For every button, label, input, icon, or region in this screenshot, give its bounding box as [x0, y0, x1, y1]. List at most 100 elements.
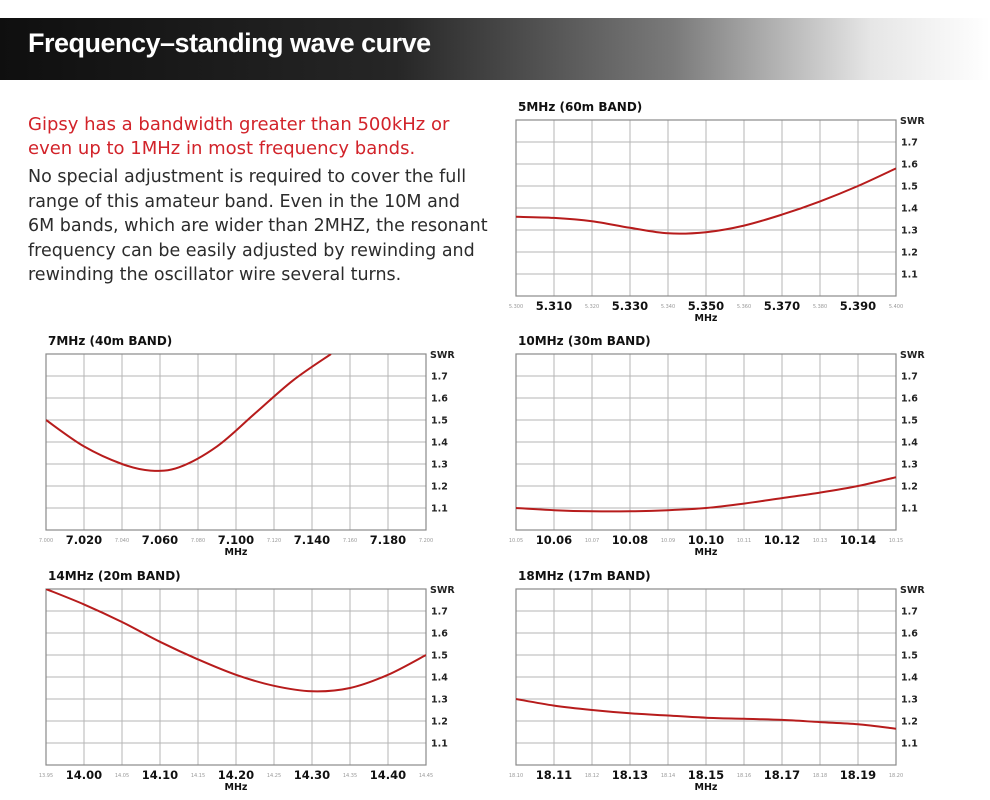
x-tick-label-minor: 10.09 [661, 538, 675, 544]
x-tick-label-major: 7.060 [142, 533, 178, 547]
y-tick-label: 1.4 [431, 673, 448, 684]
x-axis-label: MHz [225, 782, 248, 793]
x-tick-label-major: 10.08 [612, 533, 648, 547]
x-tick-label-major: 5.330 [612, 299, 648, 313]
y-tick-label: 1.1 [431, 739, 448, 750]
chart-title: 10MHz (30m BAND) [518, 334, 651, 348]
swr-chart-7mhz: 7MHz (40m BAND) SWR 1.7 1.6 1.5 1.4 1.3 1.2 1.1 7… [39, 334, 455, 558]
swr-chart-14mhz: 14MHz (20m BAND) SWR 1.7 1.6 1.5 1.4 1.3 1.2 1.1… [39, 569, 455, 793]
y-tick-label: 1.1 [901, 270, 918, 281]
x-tick-label-major: 5.350 [688, 299, 724, 313]
x-tick-label-minor: 18.14 [661, 773, 675, 779]
y-axis-label: SWR [900, 116, 925, 127]
y-tick-label: 1.2 [901, 717, 918, 728]
x-tick-label-minor: 5.380 [813, 304, 827, 310]
x-tick-label-minor: 5.320 [585, 304, 599, 310]
chart-title: 7MHz (40m BAND) [48, 334, 172, 348]
plot-frame [45, 353, 427, 531]
header-banner: Frequency–standing wave curve [0, 18, 990, 80]
y-tick-label: 1.7 [431, 372, 448, 383]
x-tick-label-major: 5.390 [840, 299, 876, 313]
x-tick-label-major: 5.370 [764, 299, 800, 313]
y-tick-label: 1.1 [901, 504, 918, 515]
x-tick-label-minor: 10.05 [509, 538, 523, 544]
x-tick-label-major: 7.140 [294, 533, 330, 547]
y-tick-label: 1.1 [431, 504, 448, 515]
chart-title: 5MHz (60m BAND) [518, 100, 642, 114]
x-tick-label-major: 10.12 [764, 533, 800, 547]
x-axis-label: MHz [695, 313, 718, 324]
x-tick-label-major: 7.100 [218, 533, 254, 547]
x-tick-label-major: 10.06 [536, 533, 572, 547]
swr-curve [46, 589, 426, 693]
swr-curve [516, 476, 896, 513]
x-tick-label-major: 18.19 [840, 768, 876, 782]
x-tick-label-minor: 5.340 [661, 304, 675, 310]
y-axis-label: SWR [430, 350, 455, 361]
plot-frame [45, 588, 427, 766]
chart-title: 18MHz (17m BAND) [518, 569, 651, 583]
swr-chart-5mhz: 5MHz (60m BAND) SWR 1.7 1.6 1.5 1.4 1.3 1.2 1.1 5… [509, 100, 925, 324]
x-tick-label-major: 7.020 [66, 533, 102, 547]
x-tick-label-minor: 10.15 [889, 538, 903, 544]
x-tick-label-minor: 7.080 [191, 538, 205, 544]
y-tick-label: 1.5 [901, 416, 918, 427]
y-tick-label: 1.6 [431, 394, 448, 405]
y-axis-label: SWR [900, 350, 925, 361]
swr-curve [516, 698, 896, 730]
y-tick-label: 1.7 [901, 607, 918, 618]
x-tick-label-major: 10.14 [840, 533, 876, 547]
y-tick-label: 1.1 [901, 739, 918, 750]
y-tick-label: 1.2 [901, 248, 918, 259]
x-tick-label-minor: 5.400 [889, 304, 903, 310]
x-tick-label-major: 10.10 [688, 533, 724, 547]
x-tick-label-major: 7.180 [370, 533, 406, 547]
chart-title: 14MHz (20m BAND) [48, 569, 181, 583]
x-tick-label-minor: 18.12 [585, 773, 599, 779]
x-tick-label-minor: 13.95 [39, 773, 53, 779]
x-axis-label: MHz [695, 547, 718, 558]
x-tick-label-minor: 5.360 [737, 304, 751, 310]
swr-curve [46, 354, 332, 472]
y-tick-label: 1.3 [431, 460, 448, 471]
y-tick-label: 1.4 [901, 438, 918, 449]
y-tick-label: 1.7 [901, 372, 918, 383]
y-tick-label: 1.5 [901, 182, 918, 193]
intro-body: No special adjustment is required to cov… [28, 167, 488, 285]
x-tick-label-minor: 7.120 [267, 538, 281, 544]
x-tick-label-minor: 18.18 [813, 773, 827, 779]
y-tick-label: 1.7 [431, 607, 448, 618]
x-tick-label-minor: 7.040 [115, 538, 129, 544]
x-tick-label-minor: 14.35 [343, 773, 357, 779]
x-tick-label-minor: 18.16 [737, 773, 751, 779]
y-tick-label: 1.3 [901, 226, 918, 237]
x-tick-label-minor: 14.15 [191, 773, 205, 779]
intro-highlight: Gipsy has a bandwidth greater than 500kH… [28, 114, 450, 159]
x-tick-label-major: 14.40 [370, 768, 406, 782]
x-tick-label-minor: 10.11 [737, 538, 751, 544]
y-tick-label: 1.4 [431, 438, 448, 449]
x-tick-label-minor: 14.45 [419, 773, 433, 779]
x-tick-label-minor: 7.200 [419, 538, 433, 544]
plot-frame [515, 588, 897, 766]
y-tick-label: 1.4 [901, 673, 918, 684]
x-tick-label-minor: 7.160 [343, 538, 357, 544]
x-tick-label-minor: 10.13 [813, 538, 827, 544]
x-tick-label-major: 18.15 [688, 768, 724, 782]
x-tick-label-minor: 7.000 [39, 538, 53, 544]
y-tick-label: 1.2 [431, 482, 448, 493]
y-axis-label: SWR [430, 585, 455, 596]
swr-chart-10mhz: 10MHz (30m BAND) SWR 1.7 1.6 1.5 1.4 1.3 1.2 1.1… [509, 334, 925, 558]
y-tick-label: 1.5 [431, 416, 448, 427]
x-tick-label-minor: 5.300 [509, 304, 523, 310]
plot-frame [515, 119, 897, 297]
y-tick-label: 1.7 [901, 138, 918, 149]
plot-frame [515, 353, 897, 531]
x-tick-label-major: 18.17 [764, 768, 800, 782]
y-tick-label: 1.4 [901, 204, 918, 215]
swr-chart-18mhz: 18MHz (17m BAND) SWR 1.7 1.6 1.5 1.4 1.3 1.2 1.1… [509, 569, 925, 793]
page-title: Frequency–standing wave curve [28, 28, 431, 58]
x-tick-label-major: 14.20 [218, 768, 254, 782]
x-tick-label-minor: 18.10 [509, 773, 523, 779]
y-tick-label: 1.3 [901, 695, 918, 706]
